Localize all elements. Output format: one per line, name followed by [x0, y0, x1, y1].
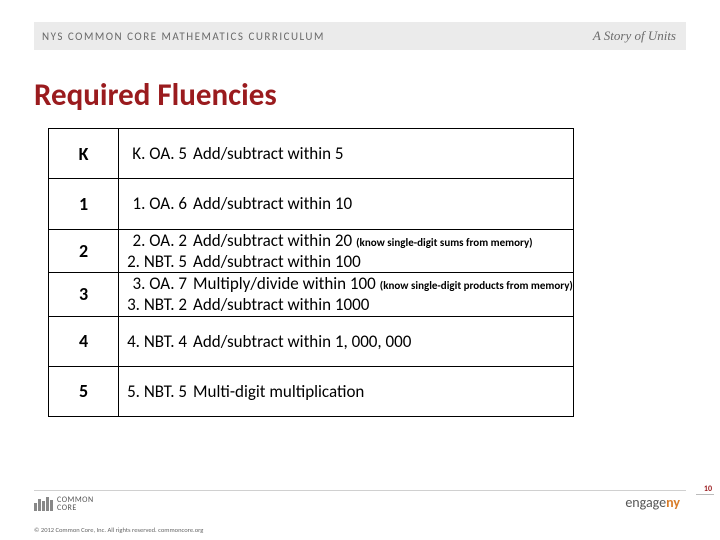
engage-prefix: engage: [625, 494, 666, 511]
standard-code: 3. OA. 7: [119, 273, 193, 294]
table-row: 2 2. OA. 2 Add/subtract within 20(know s…: [49, 229, 574, 273]
standard-code: 5. NBT. 5: [119, 381, 193, 402]
header-curriculum: NYS COMMON CORE MATHEMATICS CURRICULUM: [42, 30, 325, 43]
fluency-line: 2. NBT. 5 Add/subtract within 100: [119, 251, 573, 272]
standard-desc: Add/subtract within 10: [193, 193, 352, 214]
content-cell: 3. OA. 7 Multiply/divide within 100(know…: [119, 273, 574, 317]
standard-code: 4. NBT. 4: [119, 331, 193, 352]
fluency-line: 2. OA. 2 Add/subtract within 20(know sin…: [119, 230, 573, 251]
table-row: 4 4. NBT. 4 Add/subtract within 1, 000, …: [49, 316, 574, 366]
standard-desc: Add/subtract within 1000: [193, 294, 369, 315]
fluencies-table: K K. OA. 5 Add/subtract within 5 1 1. OA…: [48, 128, 574, 417]
grade-cell: 4: [49, 316, 119, 366]
standard-desc: Add/subtract within 1, 000, 000: [193, 331, 411, 352]
standard-desc: Multi-digit multiplication: [193, 381, 364, 402]
content-cell: 2. OA. 2 Add/subtract within 20(know sin…: [119, 229, 574, 273]
engage-suffix: ny: [666, 494, 680, 511]
page-title: Required Fluencies: [34, 76, 277, 114]
standard-note: (know single-digit sums from memory): [356, 236, 532, 249]
copyright-text: © 2012 Common Core, Inc. All rights rese…: [34, 526, 203, 534]
table-row: K K. OA. 5 Add/subtract within 5: [49, 129, 574, 179]
standard-code: K. OA. 5: [119, 143, 193, 164]
fluency-line: 5. NBT. 5 Multi-digit multiplication: [119, 381, 573, 402]
standard-code: 3. NBT. 2: [119, 294, 193, 315]
engage-ny-logo: engageny: [625, 494, 680, 511]
content-cell: 5. NBT. 5 Multi-digit multiplication: [119, 366, 574, 416]
grade-cell: 1: [49, 179, 119, 229]
table-row: 3 3. OA. 7 Multiply/divide within 100(kn…: [49, 273, 574, 317]
grade-cell: K: [49, 129, 119, 179]
table-row: 1 1. OA. 6 Add/subtract within 10: [49, 179, 574, 229]
grade-cell: 3: [49, 273, 119, 317]
cc-logo-text: COMMON CORE: [57, 496, 94, 512]
standard-code: 2. NBT. 5: [119, 251, 193, 272]
content-cell: K. OA. 5 Add/subtract within 5: [119, 129, 574, 179]
standard-desc: Add/subtract within 100: [193, 251, 361, 272]
fluency-line: K. OA. 5 Add/subtract within 5: [119, 143, 573, 164]
cc-logo-bottom: CORE: [57, 504, 94, 512]
standard-code: 2. OA. 2: [119, 230, 193, 251]
standard-code: 1. OA. 6: [119, 193, 193, 214]
footer-divider: [34, 490, 686, 491]
standard-desc: Add/subtract within 5: [193, 143, 344, 164]
page-number: 10: [704, 484, 712, 494]
fluency-line: 1. OA. 6 Add/subtract within 10: [119, 193, 573, 214]
common-core-logo: COMMON CORE: [34, 496, 94, 512]
content-cell: 4. NBT. 4 Add/subtract within 1, 000, 00…: [119, 316, 574, 366]
footer: 10 COMMON CORE engageny © 2012 Common Co…: [0, 484, 720, 540]
standard-desc: Add/subtract within 20(know single-digit…: [193, 230, 533, 251]
header-bar: NYS COMMON CORE MATHEMATICS CURRICULUM A…: [34, 22, 686, 50]
table-row: 5 5. NBT. 5 Multi-digit multiplication: [49, 366, 574, 416]
fluency-line: 3. OA. 7 Multiply/divide within 100(know…: [119, 273, 573, 294]
grade-cell: 5: [49, 366, 119, 416]
content-cell: 1. OA. 6 Add/subtract within 10: [119, 179, 574, 229]
grade-cell: 2: [49, 229, 119, 273]
fluency-line: 3. NBT. 2 Add/subtract within 1000: [119, 294, 573, 315]
page-number-line: [696, 494, 714, 495]
header-story: A Story of Units: [593, 28, 676, 44]
cc-bars-icon: [34, 497, 53, 511]
fluency-line: 4. NBT. 4 Add/subtract within 1, 000, 00…: [119, 331, 573, 352]
standard-desc: Multiply/divide within 100(know single-d…: [193, 273, 573, 294]
standard-note: (know single-digit products from memory): [380, 279, 573, 292]
